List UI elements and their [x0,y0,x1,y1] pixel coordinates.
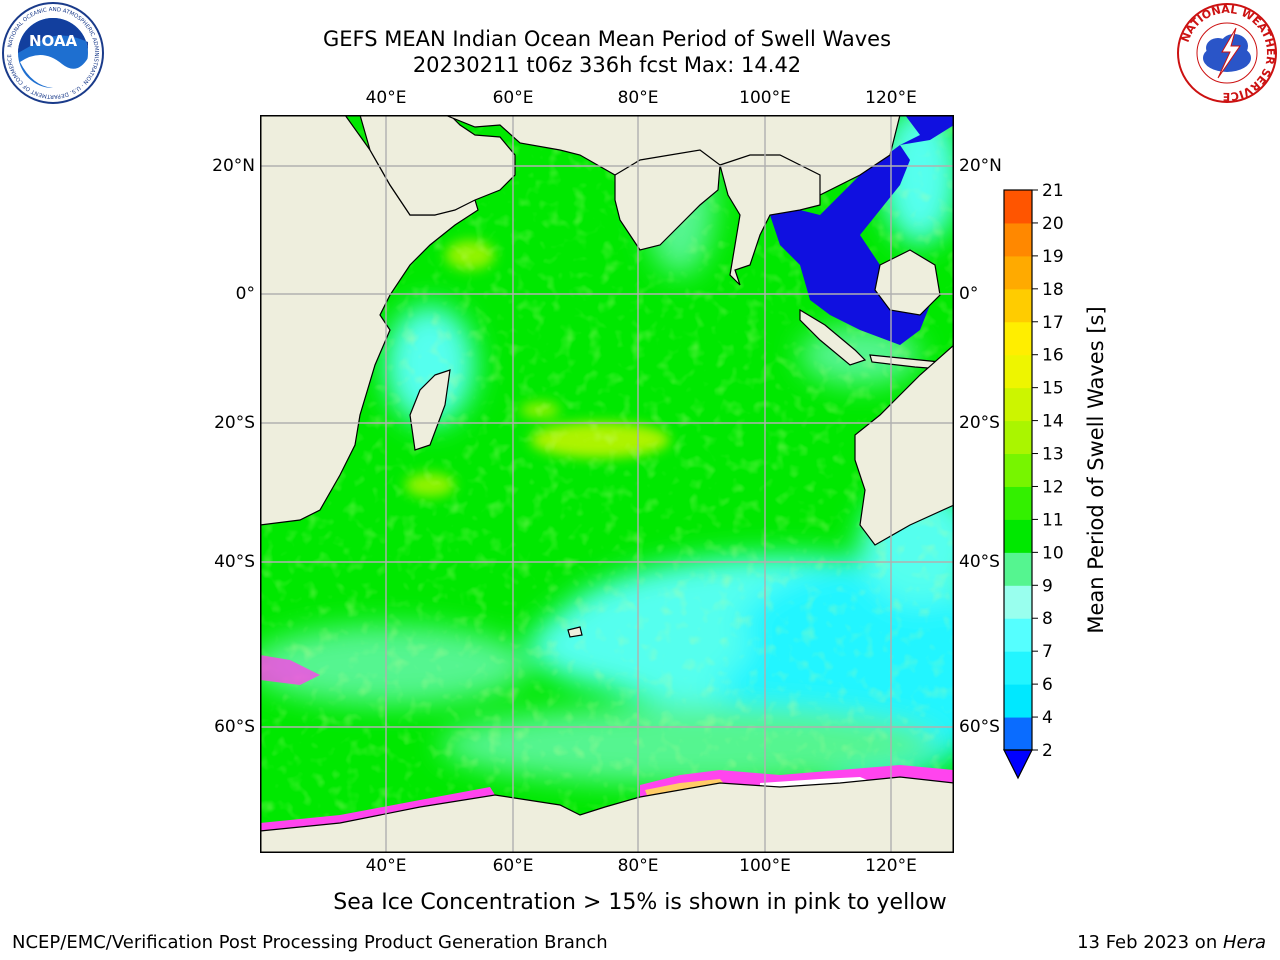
colorbar-tick-label: 18 [1042,280,1064,300]
lat-tick-right-60s: 60°S [959,717,1000,737]
india-land [614,149,721,251]
colorbar-tick-label: 7 [1042,642,1053,662]
colorbar-tick-label: 19 [1042,247,1064,267]
generation-date-prefix: 13 Feb 2023 on [1077,932,1223,953]
lat-tick-left-20s: 20°S [214,413,255,433]
antarctica-land [260,776,954,853]
colorbar-bin [1004,552,1032,586]
colorbar-tick-label: 15 [1042,379,1064,399]
colorbar-tick-label: 13 [1042,445,1064,465]
colorbar-bin [1004,321,1032,356]
nws-logo: NATIONAL WEATHER SERVICE [1177,3,1277,103]
lon-tick-top-40e: 40°E [365,88,407,108]
credit-line: NCEP/EMC/Verification Post Processing Pr… [12,932,608,953]
colorbar-bins [1004,190,1032,751]
map-area [260,115,954,853]
lon-tick-top-80e: 80°E [617,88,659,108]
colorbar-bin [1004,519,1032,553]
lon-tick-top-60e: 60°E [492,88,534,108]
chart-subtitle: 20230211 t06z 336h fcst Max: 14.42 [412,53,802,77]
colorbar-tick-label: 14 [1042,412,1064,432]
colorbar-tick-label: 12 [1042,477,1064,497]
colorbar-tick-label: 10 [1042,543,1064,563]
lon-tick-bottom-120e: 120°E [865,856,917,876]
colorbar-label: Mean Period of Swell Waves [s] [1084,306,1108,634]
lat-tick-right-20n: 20°N [959,156,1002,176]
map-border [260,115,954,853]
colorbar-frame [1003,189,1033,751]
colorbar-bin [1004,651,1032,685]
lat-tick-left-0: 0° [235,284,255,304]
colorbar-bin [1004,354,1032,389]
lat-tick-right-20s: 20°S [959,413,1000,433]
colorbar-bin [1004,618,1032,652]
chart-title: GEFS MEAN Indian Ocean Mean Period of Sw… [322,27,892,51]
arabia-land [359,115,516,216]
colorbar-tick-label: 9 [1042,576,1053,596]
colorbar-bin [1004,486,1032,520]
lon-tick-bottom-100e: 100°E [739,856,791,876]
colorbar-bin [1004,387,1032,422]
colorbar-tick-label: 17 [1042,313,1064,333]
colorbar-bin [1004,684,1032,718]
colorbar-bin [1004,420,1032,455]
noaa-logo-text: NOAA [29,32,78,50]
generation-date: 13 Feb 2023 on Hera [1077,932,1266,953]
swell-period-field-map [260,115,954,853]
colorbar-bin [1004,255,1032,290]
colorbar-tick-label: 20 [1042,214,1064,234]
colorbar-bin [1004,222,1032,257]
lat-tick-right-40s: 40°S [959,552,1000,572]
colorbar-tick-label: 4 [1042,708,1053,728]
indochina-land [719,154,821,286]
host-name: Hera [1222,932,1266,953]
colorbar-ticks: 2 4 6 7 8 9 10 11 12 13 14 15 16 17 18 19 20 21 [1032,181,1064,761]
lat-tick-right-0: 0° [959,284,979,304]
colorbar-tick-label: 16 [1042,346,1064,366]
lon-tick-top-120e: 120°E [865,88,917,108]
noaa-logo: NATIONAL OCEANIC AND ATMOSPHERIC ADMINIS… [2,2,104,104]
colorbar-bin [1004,453,1032,487]
lon-tick-bottom-40e: 40°E [365,856,407,876]
colorbar-tick-label: 2 [1042,741,1053,761]
sea-ice-note: Sea Ice Concentration > 15% is shown in … [333,890,947,915]
lat-tick-left-60s: 60°S [214,717,255,737]
kerguelen-land [567,626,583,638]
colorbar-tick-label: 11 [1042,510,1064,530]
colorbar-underflow-triangle [1003,749,1033,780]
lon-tick-bottom-60e: 60°E [492,856,534,876]
colorbar-bin [1004,190,1032,224]
colorbar-tick-label: 21 [1042,181,1064,201]
madagascar-land [409,369,451,451]
colorbar-bin [1004,717,1032,751]
colorbar-bin [1004,585,1032,619]
australia-land [854,344,954,546]
lon-tick-bottom-80e: 80°E [617,856,659,876]
lat-tick-left-40s: 40°S [214,552,255,572]
colorbar: 2 4 6 7 8 9 10 11 12 13 14 15 16 17 18 19 20 21 [1003,181,1064,780]
colorbar-bin [1004,288,1032,323]
lat-tick-left-20n: 20°N [212,156,255,176]
lon-tick-top-100e: 100°E [739,88,791,108]
sumatra-land [799,308,867,366]
graticule [260,115,954,853]
colorbar-tick-label: 8 [1042,609,1053,629]
colorbar-tick-label: 6 [1042,675,1053,695]
